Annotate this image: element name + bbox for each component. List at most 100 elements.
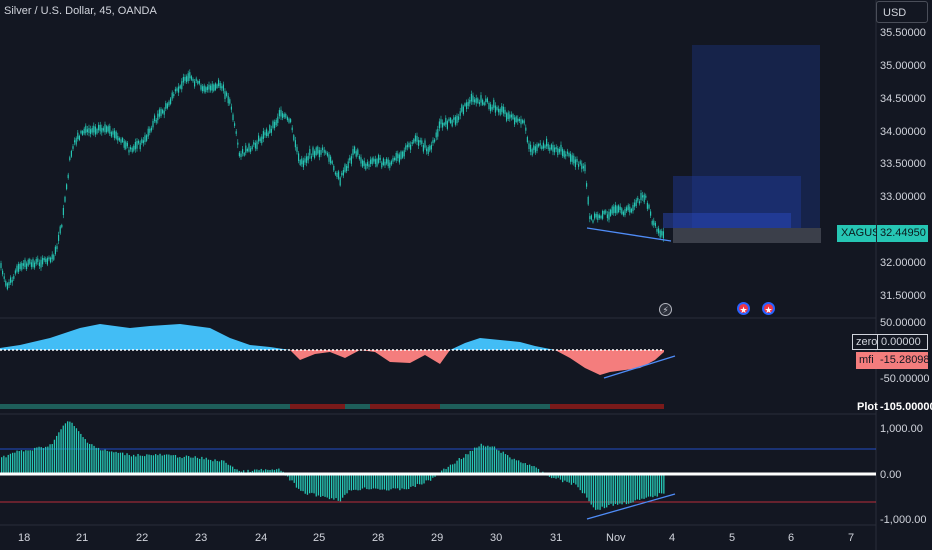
osc-histogram-bar bbox=[401, 474, 403, 489]
osc-histogram-bar bbox=[608, 474, 610, 505]
osc-histogram-bar bbox=[1, 457, 3, 474]
price-candle-body bbox=[286, 117, 288, 121]
osc-histogram-bar bbox=[267, 469, 269, 474]
osc-histogram-bar bbox=[170, 455, 172, 474]
price-candle-body bbox=[230, 106, 232, 110]
price-candle-body bbox=[565, 154, 567, 157]
price-candle-body bbox=[544, 145, 546, 149]
price-candle-body bbox=[317, 146, 319, 154]
price-candle-body bbox=[62, 208, 64, 215]
short-position-zone[interactable] bbox=[663, 45, 821, 243]
price-candle-body bbox=[90, 129, 92, 134]
price-candle-body bbox=[275, 119, 277, 126]
price-candle-body bbox=[378, 155, 380, 163]
price-candle-body bbox=[165, 103, 167, 109]
osc-histogram-bar bbox=[38, 446, 40, 474]
price-candle-body bbox=[114, 130, 116, 138]
osc-histogram-bar bbox=[399, 474, 401, 491]
time-label: 4 bbox=[669, 532, 675, 544]
price-candle-body bbox=[306, 156, 308, 163]
symbol-title[interactable]: Silver / U.S. Dollar, 45, OANDA bbox=[4, 5, 157, 17]
osc-histogram-bar bbox=[557, 474, 559, 478]
osc-histogram-bar bbox=[379, 474, 381, 490]
price-candle-body bbox=[40, 259, 42, 268]
osc-histogram-bar bbox=[280, 470, 282, 474]
osc-histogram-bar bbox=[225, 462, 227, 474]
price-candle-body bbox=[58, 234, 60, 241]
price-candle-body bbox=[243, 152, 245, 156]
osc-histogram-bar bbox=[368, 474, 370, 490]
price-candle-body bbox=[386, 158, 388, 164]
osc-histogram-bar bbox=[515, 460, 518, 474]
price-candle-body bbox=[285, 114, 287, 118]
price-candle-body bbox=[370, 159, 372, 164]
osc-histogram-bar bbox=[192, 457, 194, 474]
price-tick: 31.50000 bbox=[880, 290, 926, 302]
osc-histogram-bar bbox=[91, 444, 93, 474]
price-candle-body bbox=[547, 144, 549, 149]
price-candle-body bbox=[622, 211, 624, 216]
osc-histogram-bar bbox=[412, 474, 414, 487]
price-candle-body bbox=[6, 283, 8, 290]
price-candle-body bbox=[120, 139, 122, 143]
osc-histogram-bar bbox=[234, 469, 236, 474]
osc-histogram-bar bbox=[16, 450, 18, 474]
osc-histogram-bar bbox=[419, 474, 421, 485]
price-candle-body bbox=[662, 231, 664, 239]
us-flag-icon[interactable]: ★ bbox=[762, 302, 775, 315]
osc-histogram-bar bbox=[414, 474, 416, 488]
osc-histogram-bar bbox=[507, 455, 509, 474]
mfi-trendline[interactable] bbox=[603, 355, 676, 379]
osc-histogram-bar bbox=[496, 449, 498, 474]
price-candle-body bbox=[334, 172, 336, 175]
osc-histogram-bar bbox=[458, 458, 460, 474]
osc-histogram-bar bbox=[564, 474, 566, 481]
plot-strip-segment bbox=[440, 404, 452, 409]
osc-histogram-bar bbox=[221, 460, 223, 474]
price-candle-body bbox=[232, 114, 234, 121]
osc-histogram bbox=[1, 421, 665, 510]
mfi-area-segment bbox=[290, 350, 300, 360]
osc-histogram-bar bbox=[155, 454, 157, 474]
price-candle-body bbox=[656, 229, 658, 232]
price-candle-body bbox=[112, 131, 114, 135]
plot-strip-segment bbox=[550, 404, 664, 409]
currency-selector[interactable]: USD bbox=[876, 1, 928, 23]
price-candle-body bbox=[536, 144, 538, 152]
price-trendline[interactable] bbox=[586, 227, 672, 242]
price-candle-body bbox=[34, 262, 36, 268]
price-candle-body bbox=[216, 84, 218, 89]
price-candle-body bbox=[282, 113, 284, 118]
osc-histogram-bar bbox=[12, 452, 14, 474]
price-candle-body bbox=[446, 121, 448, 129]
price-candle-body bbox=[75, 138, 77, 145]
price-candle-body bbox=[616, 206, 618, 214]
osc-histogram-bar bbox=[397, 474, 399, 489]
price-candle-body bbox=[339, 177, 341, 186]
price-candle-body bbox=[315, 147, 317, 155]
osc-histogram-bar bbox=[372, 474, 375, 489]
price-candle-body bbox=[382, 158, 384, 165]
lightning-icon[interactable]: ⚡ bbox=[659, 303, 672, 316]
osc-histogram-bar bbox=[137, 453, 139, 474]
osc-histogram-bar bbox=[410, 474, 412, 487]
osc-histogram-bar bbox=[652, 474, 654, 498]
osc-histogram-bar bbox=[645, 474, 647, 498]
osc-histogram-bar bbox=[75, 428, 78, 474]
price-candle-body bbox=[184, 76, 186, 81]
time-label: 21 bbox=[76, 532, 88, 544]
price-candle-body bbox=[227, 95, 229, 104]
osc-trendline[interactable] bbox=[586, 493, 676, 520]
price-candle-body bbox=[320, 149, 322, 155]
price-candle-body bbox=[458, 116, 460, 120]
price-candle-body bbox=[435, 132, 437, 138]
mfi-area-segment bbox=[600, 350, 610, 375]
price-candle-body bbox=[598, 215, 600, 218]
price-candle-body bbox=[504, 109, 506, 115]
us-flag-icon[interactable]: ★ bbox=[737, 302, 750, 315]
price-candle-body bbox=[526, 137, 528, 143]
osc-histogram-bar bbox=[62, 425, 64, 474]
osc-histogram-bar bbox=[441, 470, 443, 474]
price-candle-body bbox=[429, 145, 431, 151]
